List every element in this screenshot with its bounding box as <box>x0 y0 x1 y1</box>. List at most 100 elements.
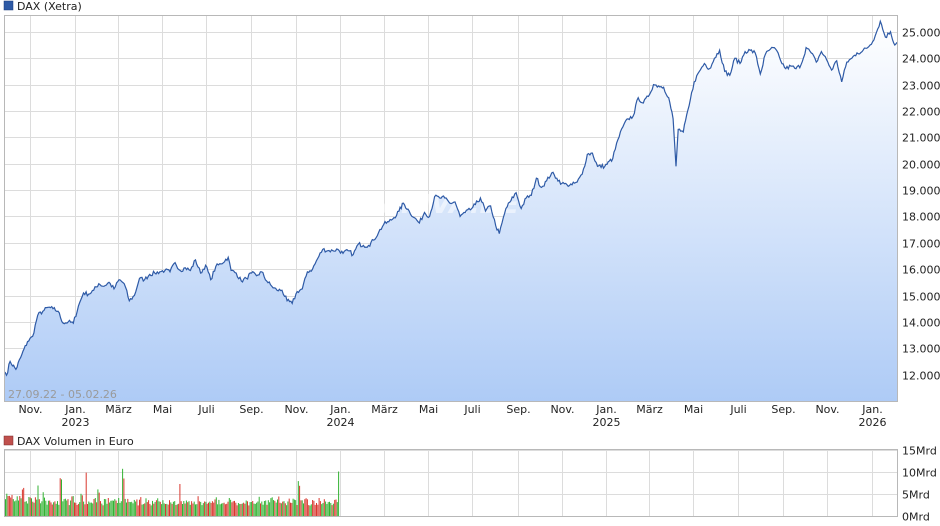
volume-bar <box>103 499 105 516</box>
volume-bar <box>292 498 294 516</box>
volume-bar <box>204 501 206 516</box>
volume-bar <box>11 494 13 516</box>
volume-bar <box>252 501 254 516</box>
volume-bar <box>25 501 27 516</box>
volume-bar <box>241 503 243 516</box>
volume-bar <box>223 502 225 516</box>
volume-bar <box>274 500 276 516</box>
volume-bar <box>270 498 272 516</box>
volume-bar <box>193 501 195 516</box>
volume-bar <box>334 499 336 516</box>
volume-bar <box>236 505 238 516</box>
volume-bar <box>222 503 224 516</box>
volume-bar <box>211 501 213 516</box>
volume-bar <box>175 505 177 516</box>
volume-bar <box>228 498 230 516</box>
volume-bar <box>273 500 274 516</box>
price-y-tick-label: 23.000 <box>902 80 940 93</box>
volume-bar <box>119 502 121 516</box>
price-y-tick-label: 13.000 <box>902 343 940 356</box>
volume-bar <box>293 499 295 516</box>
volume-bar <box>31 498 32 516</box>
volume-bar <box>101 503 103 516</box>
volume-bar <box>24 501 26 516</box>
volume-bar <box>331 505 333 516</box>
volume-bar <box>12 499 14 516</box>
volume-bar <box>157 498 159 516</box>
price-x-tick-label: Nov. <box>815 403 839 416</box>
price-x-tick-label: Juli <box>729 403 746 416</box>
price-x-year-label: 2023 <box>62 416 90 429</box>
volume-bar <box>16 496 18 516</box>
volume-bar <box>279 502 281 516</box>
price-x-tick-label: Jan. <box>595 403 616 416</box>
volume-bar <box>208 502 209 516</box>
price-x-tick-label: Juli <box>197 403 214 416</box>
volume-bar <box>92 503 94 516</box>
volume-bar <box>44 497 45 516</box>
volume-bar <box>253 503 255 516</box>
volume-bar <box>174 501 176 516</box>
volume-bar <box>27 503 29 516</box>
price-x-year-label: 2026 <box>859 416 887 429</box>
volume-bar <box>72 496 74 516</box>
volume-bar <box>206 503 208 516</box>
price-area <box>5 21 897 402</box>
volume-bar <box>263 501 265 516</box>
volume-bar <box>41 501 43 516</box>
volume-bar <box>102 505 104 516</box>
volume-grid <box>5 450 897 517</box>
volume-bar <box>329 501 330 516</box>
volume-bar <box>195 504 196 516</box>
volume-bar <box>58 504 60 516</box>
volume-legend: DAX Volumen in Euro <box>3 435 134 448</box>
volume-bar <box>166 503 168 516</box>
volume-bar <box>185 500 187 516</box>
volume-bar <box>244 503 246 516</box>
volume-bar <box>145 498 147 516</box>
volume-bar <box>29 497 31 516</box>
volume-bar <box>66 500 68 516</box>
volume-bar <box>140 497 142 516</box>
volume-bar <box>322 503 324 516</box>
volume-bar <box>330 503 332 516</box>
volume-bar <box>335 499 337 516</box>
volume-bar <box>106 503 108 516</box>
volume-bar <box>192 503 194 516</box>
price-y-tick-label: 19.000 <box>902 185 940 198</box>
volume-bar <box>144 503 146 516</box>
volume-bar <box>110 500 112 516</box>
volume-bar <box>158 501 160 516</box>
volume-bar <box>85 472 87 516</box>
price-x-year-label: 2025 <box>593 416 621 429</box>
volume-bar <box>235 502 237 516</box>
volume-bar <box>187 502 189 516</box>
volume-bar <box>237 503 239 516</box>
volume-bar <box>260 503 261 516</box>
volume-bar <box>321 504 323 516</box>
volume-bar <box>314 504 316 516</box>
volume-bar <box>7 496 9 516</box>
volume-bar <box>122 468 124 516</box>
volume-bar <box>280 503 282 516</box>
volume-bar <box>231 502 233 516</box>
price-x-tick-label: Mai <box>419 403 438 416</box>
volume-bar <box>57 501 58 516</box>
volume-bar <box>221 503 222 516</box>
volume-bar <box>275 502 277 516</box>
volume-bar <box>327 502 329 516</box>
price-y-tick-label: 12.000 <box>902 370 940 383</box>
volume-bar <box>59 478 61 516</box>
volume-bar <box>162 500 164 516</box>
volume-bar <box>226 503 228 516</box>
volume-bar <box>332 503 334 516</box>
price-x-tick-label: Sep. <box>506 403 530 416</box>
volume-bar <box>240 504 242 516</box>
price-y-tick-label: 16.000 <box>902 264 940 277</box>
volume-y-axis: 0Mrd 5Mrd 10Mrd 15Mrd <box>902 445 937 524</box>
volume-bar <box>338 471 340 516</box>
volume-bar <box>111 500 113 516</box>
volume-bar <box>198 501 200 516</box>
volume-bar <box>84 504 86 516</box>
